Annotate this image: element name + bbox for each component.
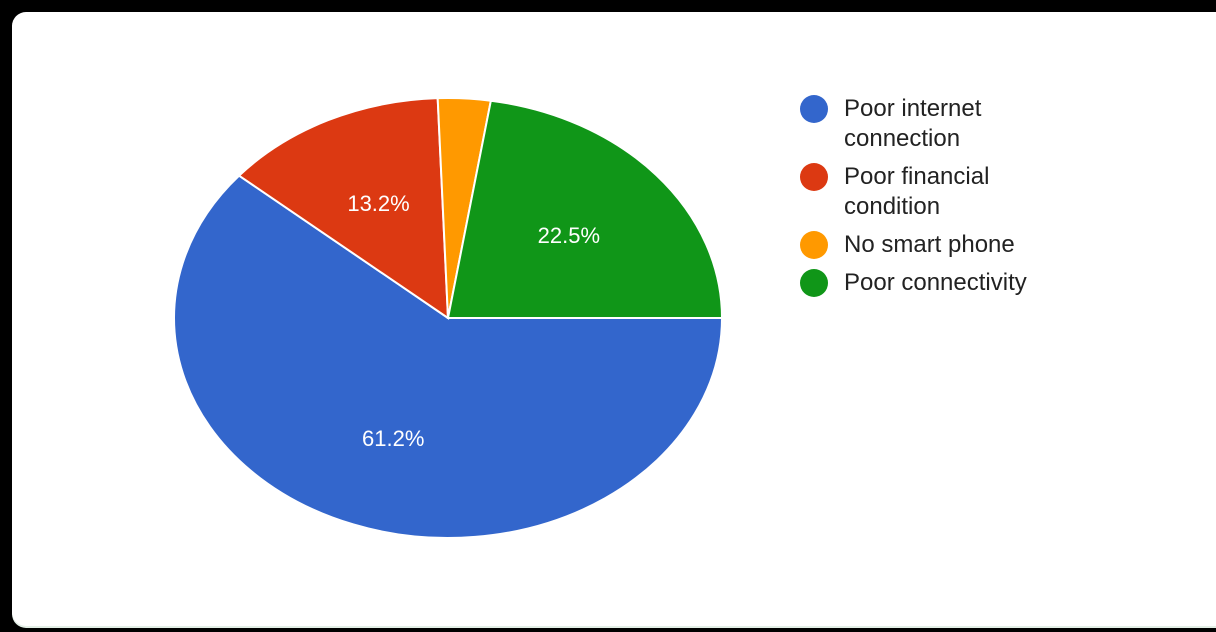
legend-color-dot <box>800 269 828 297</box>
pie-slice-poor-financial-condition[interactable] <box>237 97 450 320</box>
legend-label: Poor connectivity <box>844 269 1027 296</box>
data-label-poor-financial-condition: 13.2% <box>347 191 409 216</box>
pie-slice-poor-internet-connection[interactable] <box>173 174 724 539</box>
legend-color-dot <box>800 163 828 191</box>
data-label-poor-connectivity: 22.5% <box>538 223 600 248</box>
legend-label: Poor financial condition <box>844 163 990 220</box>
legend-item-no-smart-phone[interactable]: No smart phone <box>800 230 1140 260</box>
legend-label: Poor internet connection <box>844 95 982 152</box>
chart-card: 61.2% 13.2% 22.5% Poor internet connection… <box>12 12 1216 626</box>
legend-color-dot <box>800 95 828 123</box>
pie-slice-poor-connectivity[interactable] <box>446 99 724 319</box>
data-label-poor-internet-connection: 61.2% <box>362 426 424 451</box>
legend-item-poor-connectivity[interactable]: Poor connectivity <box>800 268 1140 298</box>
legend-item-poor-financial-condition[interactable]: Poor financial condition <box>800 162 1140 222</box>
legend: Poor internet connection Poor financial … <box>800 94 1140 306</box>
legend-label: No smart phone <box>844 231 1015 258</box>
pie-chart: 61.2% 13.2% 22.5% <box>173 97 724 539</box>
pie-slices <box>173 97 724 539</box>
pie-labels: 61.2% 13.2% 22.5% <box>347 191 600 451</box>
legend-color-dot <box>800 231 828 259</box>
legend-item-poor-internet-connection[interactable]: Poor internet connection <box>800 94 1140 154</box>
